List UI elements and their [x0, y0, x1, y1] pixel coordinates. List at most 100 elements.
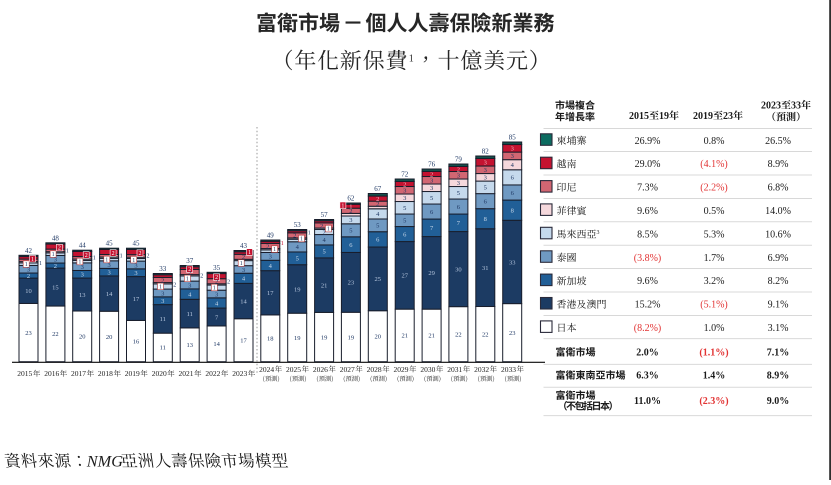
svg-text:43: 43	[240, 242, 248, 250]
svg-text:2030: 2030	[420, 365, 435, 374]
svg-text:4: 4	[188, 291, 192, 298]
svg-text:2018: 2018	[98, 369, 113, 378]
svg-text:3: 3	[188, 282, 191, 289]
svg-text:1: 1	[52, 252, 55, 258]
svg-text:85: 85	[509, 134, 517, 142]
svg-text:NMG: NMG	[86, 452, 123, 471]
svg-text:3: 3	[430, 178, 433, 185]
svg-text:2019: 2019	[125, 369, 140, 378]
svg-text:72: 72	[401, 171, 409, 179]
svg-text:26.9%: 26.9%	[635, 136, 661, 147]
svg-text:1: 1	[300, 237, 303, 243]
svg-text:17: 17	[267, 290, 274, 297]
svg-text:2: 2	[188, 267, 191, 273]
svg-text:3: 3	[215, 291, 218, 298]
svg-text:5.3%: 5.3%	[704, 229, 725, 240]
svg-text:9.0%: 9.0%	[767, 396, 790, 407]
svg-text:2: 2	[188, 269, 191, 276]
svg-text:14: 14	[213, 341, 220, 348]
svg-text:2016: 2016	[44, 369, 59, 378]
svg-text:57: 57	[321, 211, 329, 219]
svg-text:2: 2	[376, 196, 379, 203]
svg-text:29.0%: 29.0%	[635, 159, 661, 170]
svg-text:(2.2%): (2.2%)	[700, 183, 728, 194]
svg-text:7.3%: 7.3%	[637, 183, 658, 194]
svg-text:2: 2	[430, 171, 433, 178]
svg-text:0.5%: 0.5%	[704, 206, 725, 217]
svg-text:2: 2	[266, 243, 269, 250]
svg-text:18: 18	[267, 336, 274, 343]
svg-text:33: 33	[791, 101, 801, 112]
svg-text:10: 10	[25, 288, 32, 295]
svg-text:2: 2	[293, 233, 296, 240]
svg-text:62: 62	[347, 195, 355, 203]
svg-text:3: 3	[27, 267, 30, 274]
svg-text:1: 1	[308, 231, 311, 237]
svg-text:4: 4	[269, 263, 273, 270]
svg-text:3: 3	[484, 160, 487, 167]
svg-text:1: 1	[281, 241, 284, 247]
svg-text:(1.1%): (1.1%)	[699, 348, 728, 359]
svg-text:15: 15	[52, 284, 59, 291]
svg-text:6: 6	[457, 204, 461, 211]
svg-text:3: 3	[457, 180, 460, 187]
svg-text:23: 23	[348, 280, 355, 287]
svg-text:7.1%: 7.1%	[767, 348, 790, 359]
svg-text:79: 79	[455, 156, 463, 164]
svg-text:1: 1	[327, 227, 330, 233]
svg-text:1: 1	[240, 261, 243, 267]
svg-text:23: 23	[723, 111, 733, 122]
svg-text:53: 53	[294, 221, 302, 229]
svg-text:1: 1	[341, 203, 344, 209]
svg-text:1: 1	[273, 247, 276, 253]
svg-text:2029: 2029	[394, 365, 409, 374]
svg-text:11: 11	[160, 345, 166, 352]
svg-text:45: 45	[106, 240, 114, 248]
svg-text:13: 13	[79, 292, 86, 299]
svg-text:1: 1	[25, 262, 28, 268]
svg-text:5: 5	[430, 195, 433, 202]
svg-text:3: 3	[430, 185, 433, 192]
svg-text:22: 22	[455, 332, 462, 339]
svg-text:3: 3	[457, 173, 460, 180]
svg-text:3: 3	[134, 270, 137, 277]
svg-text:3: 3	[484, 167, 487, 174]
svg-text:3: 3	[161, 298, 164, 305]
svg-text:6.8%: 6.8%	[768, 183, 789, 194]
svg-text:6: 6	[511, 175, 515, 182]
svg-text:2023: 2023	[232, 369, 247, 378]
svg-text:4: 4	[215, 300, 219, 307]
svg-text:49: 49	[267, 232, 275, 240]
svg-text:21: 21	[428, 333, 435, 340]
svg-text:3: 3	[107, 270, 110, 277]
svg-text:2: 2	[376, 201, 379, 208]
svg-text:5: 5	[403, 218, 406, 225]
svg-text:2032: 2032	[474, 365, 489, 374]
svg-text:9.6%: 9.6%	[637, 276, 658, 287]
svg-text:2031: 2031	[447, 365, 462, 374]
svg-text:26.5%: 26.5%	[765, 136, 791, 147]
svg-text:2015: 2015	[17, 369, 32, 378]
svg-text:1: 1	[186, 277, 189, 283]
svg-text:5: 5	[484, 185, 487, 192]
svg-text:1: 1	[349, 204, 352, 211]
svg-text:6: 6	[511, 190, 515, 197]
svg-text:1: 1	[132, 258, 135, 264]
svg-text:2: 2	[54, 263, 57, 270]
svg-text:23: 23	[25, 330, 32, 337]
svg-text:8.2%: 8.2%	[768, 276, 789, 287]
svg-text:27: 27	[401, 273, 408, 280]
svg-text:20: 20	[79, 334, 86, 341]
svg-text:6: 6	[430, 209, 434, 216]
svg-text:21: 21	[321, 283, 328, 290]
svg-text:14: 14	[240, 298, 247, 305]
svg-text:1: 1	[78, 260, 81, 266]
svg-text:25: 25	[375, 276, 382, 283]
svg-text:1: 1	[159, 285, 162, 291]
svg-text:42: 42	[25, 247, 33, 255]
svg-text:48: 48	[52, 234, 60, 242]
svg-text:19: 19	[321, 334, 328, 341]
svg-text:1: 1	[39, 261, 42, 267]
svg-text:2: 2	[322, 229, 325, 236]
svg-text:3: 3	[269, 254, 272, 261]
